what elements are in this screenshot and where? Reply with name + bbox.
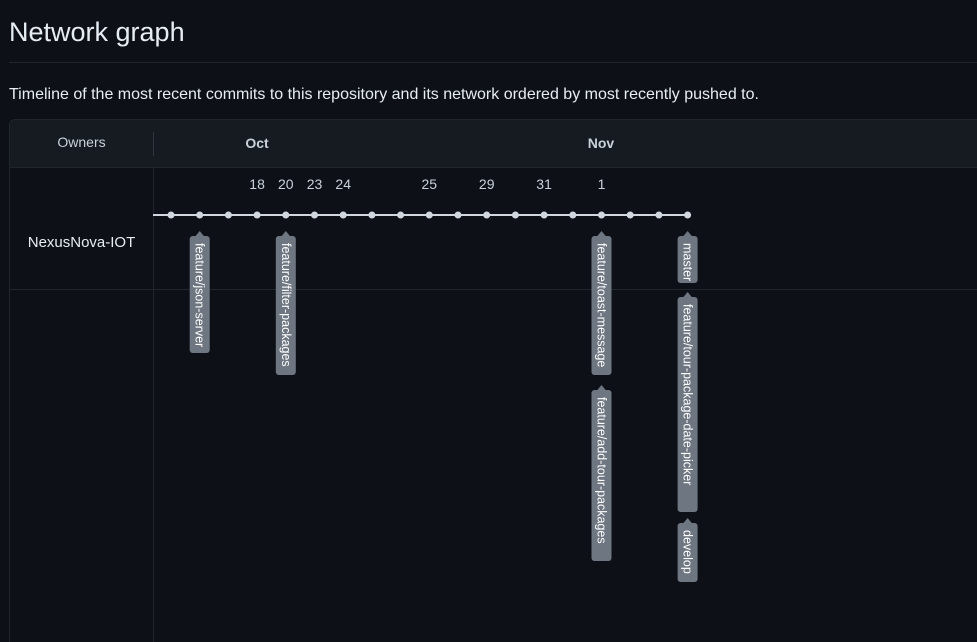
title-divider: [9, 62, 977, 63]
branch-label[interactable]: feature/tour-package-date-picker: [677, 292, 698, 512]
day-label: 29: [479, 176, 495, 192]
branch-label[interactable]: master: [677, 231, 698, 283]
commit-dot[interactable]: [598, 211, 605, 219]
commit-dot[interactable]: [684, 211, 692, 219]
network-graph-panel[interactable]: Owners Oct Nov NexusNova-IOT 18 20 23 24 25 2…: [9, 119, 977, 642]
branch-labels: feature/json-server feature/filter-packag…: [189, 231, 698, 582]
branch-label[interactable]: feature/json-server: [189, 231, 210, 353]
day-labels: 18 20 23 24 25 29 31 1: [249, 176, 605, 192]
commit-dot[interactable]: [397, 211, 405, 219]
branch-label-text[interactable]: feature/json-server: [193, 243, 207, 347]
branch-label-box: [591, 390, 612, 561]
branch-label[interactable]: feature/toast-message: [591, 231, 612, 375]
branch-label-text[interactable]: feature/filter-packages: [279, 243, 293, 367]
page-title: Network graph: [9, 17, 185, 47]
branch-label[interactable]: feature/filter-packages: [275, 231, 296, 375]
commit-dot[interactable]: [569, 211, 577, 219]
branch-label-pointer: [682, 518, 693, 524]
branch-label-box: [591, 236, 612, 375]
branch-label-pointer: [596, 231, 607, 237]
commit-timeline[interactable]: 18 20 23 24 25 29 31 1 feature/json-server featu…: [10, 120, 977, 642]
month-label-nov: Nov: [587, 135, 615, 151]
day-label: 1: [598, 176, 606, 192]
branch-label[interactable]: feature/add-tour-packages: [591, 385, 612, 561]
commit-dot[interactable]: [167, 211, 175, 219]
day-label: 24: [335, 176, 351, 192]
owners-column-header: Owners: [57, 134, 106, 150]
owner-name[interactable]: NexusNova-IOT: [27, 234, 136, 251]
day-label: 18: [249, 176, 265, 192]
day-label: 23: [307, 176, 323, 192]
owner-row-divider: [10, 289, 977, 290]
commit-dot[interactable]: [425, 211, 433, 219]
graph-header: Owners Oct Nov: [10, 120, 977, 168]
branch-label-box: [189, 236, 210, 353]
branch-label-text[interactable]: feature/tour-package-date-picker: [681, 304, 695, 485]
commit-dot[interactable]: [454, 211, 462, 219]
page-description: Timeline of the most recent commits to t…: [9, 86, 759, 103]
commit-dot[interactable]: [311, 211, 318, 219]
branch-label-box: [677, 523, 698, 582]
branch-label-pointer: [194, 231, 205, 237]
commit-dot[interactable]: [196, 211, 204, 219]
branch-label-text[interactable]: feature/add-tour-packages: [595, 397, 609, 544]
branch-label-pointer: [682, 231, 693, 237]
commit-dot[interactable]: [282, 211, 290, 219]
commit-dots: [167, 211, 692, 219]
commit-dot[interactable]: [368, 211, 376, 219]
branch-label-text[interactable]: feature/toast-message: [595, 243, 609, 367]
branch-label-box: [275, 236, 296, 375]
commit-dot[interactable]: [655, 211, 663, 219]
commit-dot[interactable]: [540, 211, 548, 219]
branch-label-pointer: [682, 292, 693, 298]
commit-dot[interactable]: [626, 211, 634, 219]
commit-dot[interactable]: [511, 211, 519, 219]
day-label: 25: [422, 176, 438, 192]
branch-label-pointer: [596, 385, 607, 391]
header-separator: [153, 132, 154, 156]
commit-dot[interactable]: [483, 211, 491, 219]
branch-label-pointer: [280, 231, 291, 237]
branch-label-box: [677, 236, 698, 283]
commit-dot[interactable]: [224, 211, 232, 219]
owners-column-divider: [153, 168, 154, 642]
month-label-oct: Oct: [245, 135, 269, 151]
branch-label-text[interactable]: develop: [681, 530, 695, 574]
day-label: 20: [278, 176, 294, 192]
branch-label-text[interactable]: master: [681, 243, 695, 281]
branch-label[interactable]: develop: [677, 518, 698, 582]
commit-dot[interactable]: [253, 211, 261, 219]
branch-label-box: [677, 297, 698, 512]
day-label: 31: [536, 176, 552, 192]
commit-dot[interactable]: [339, 211, 347, 219]
